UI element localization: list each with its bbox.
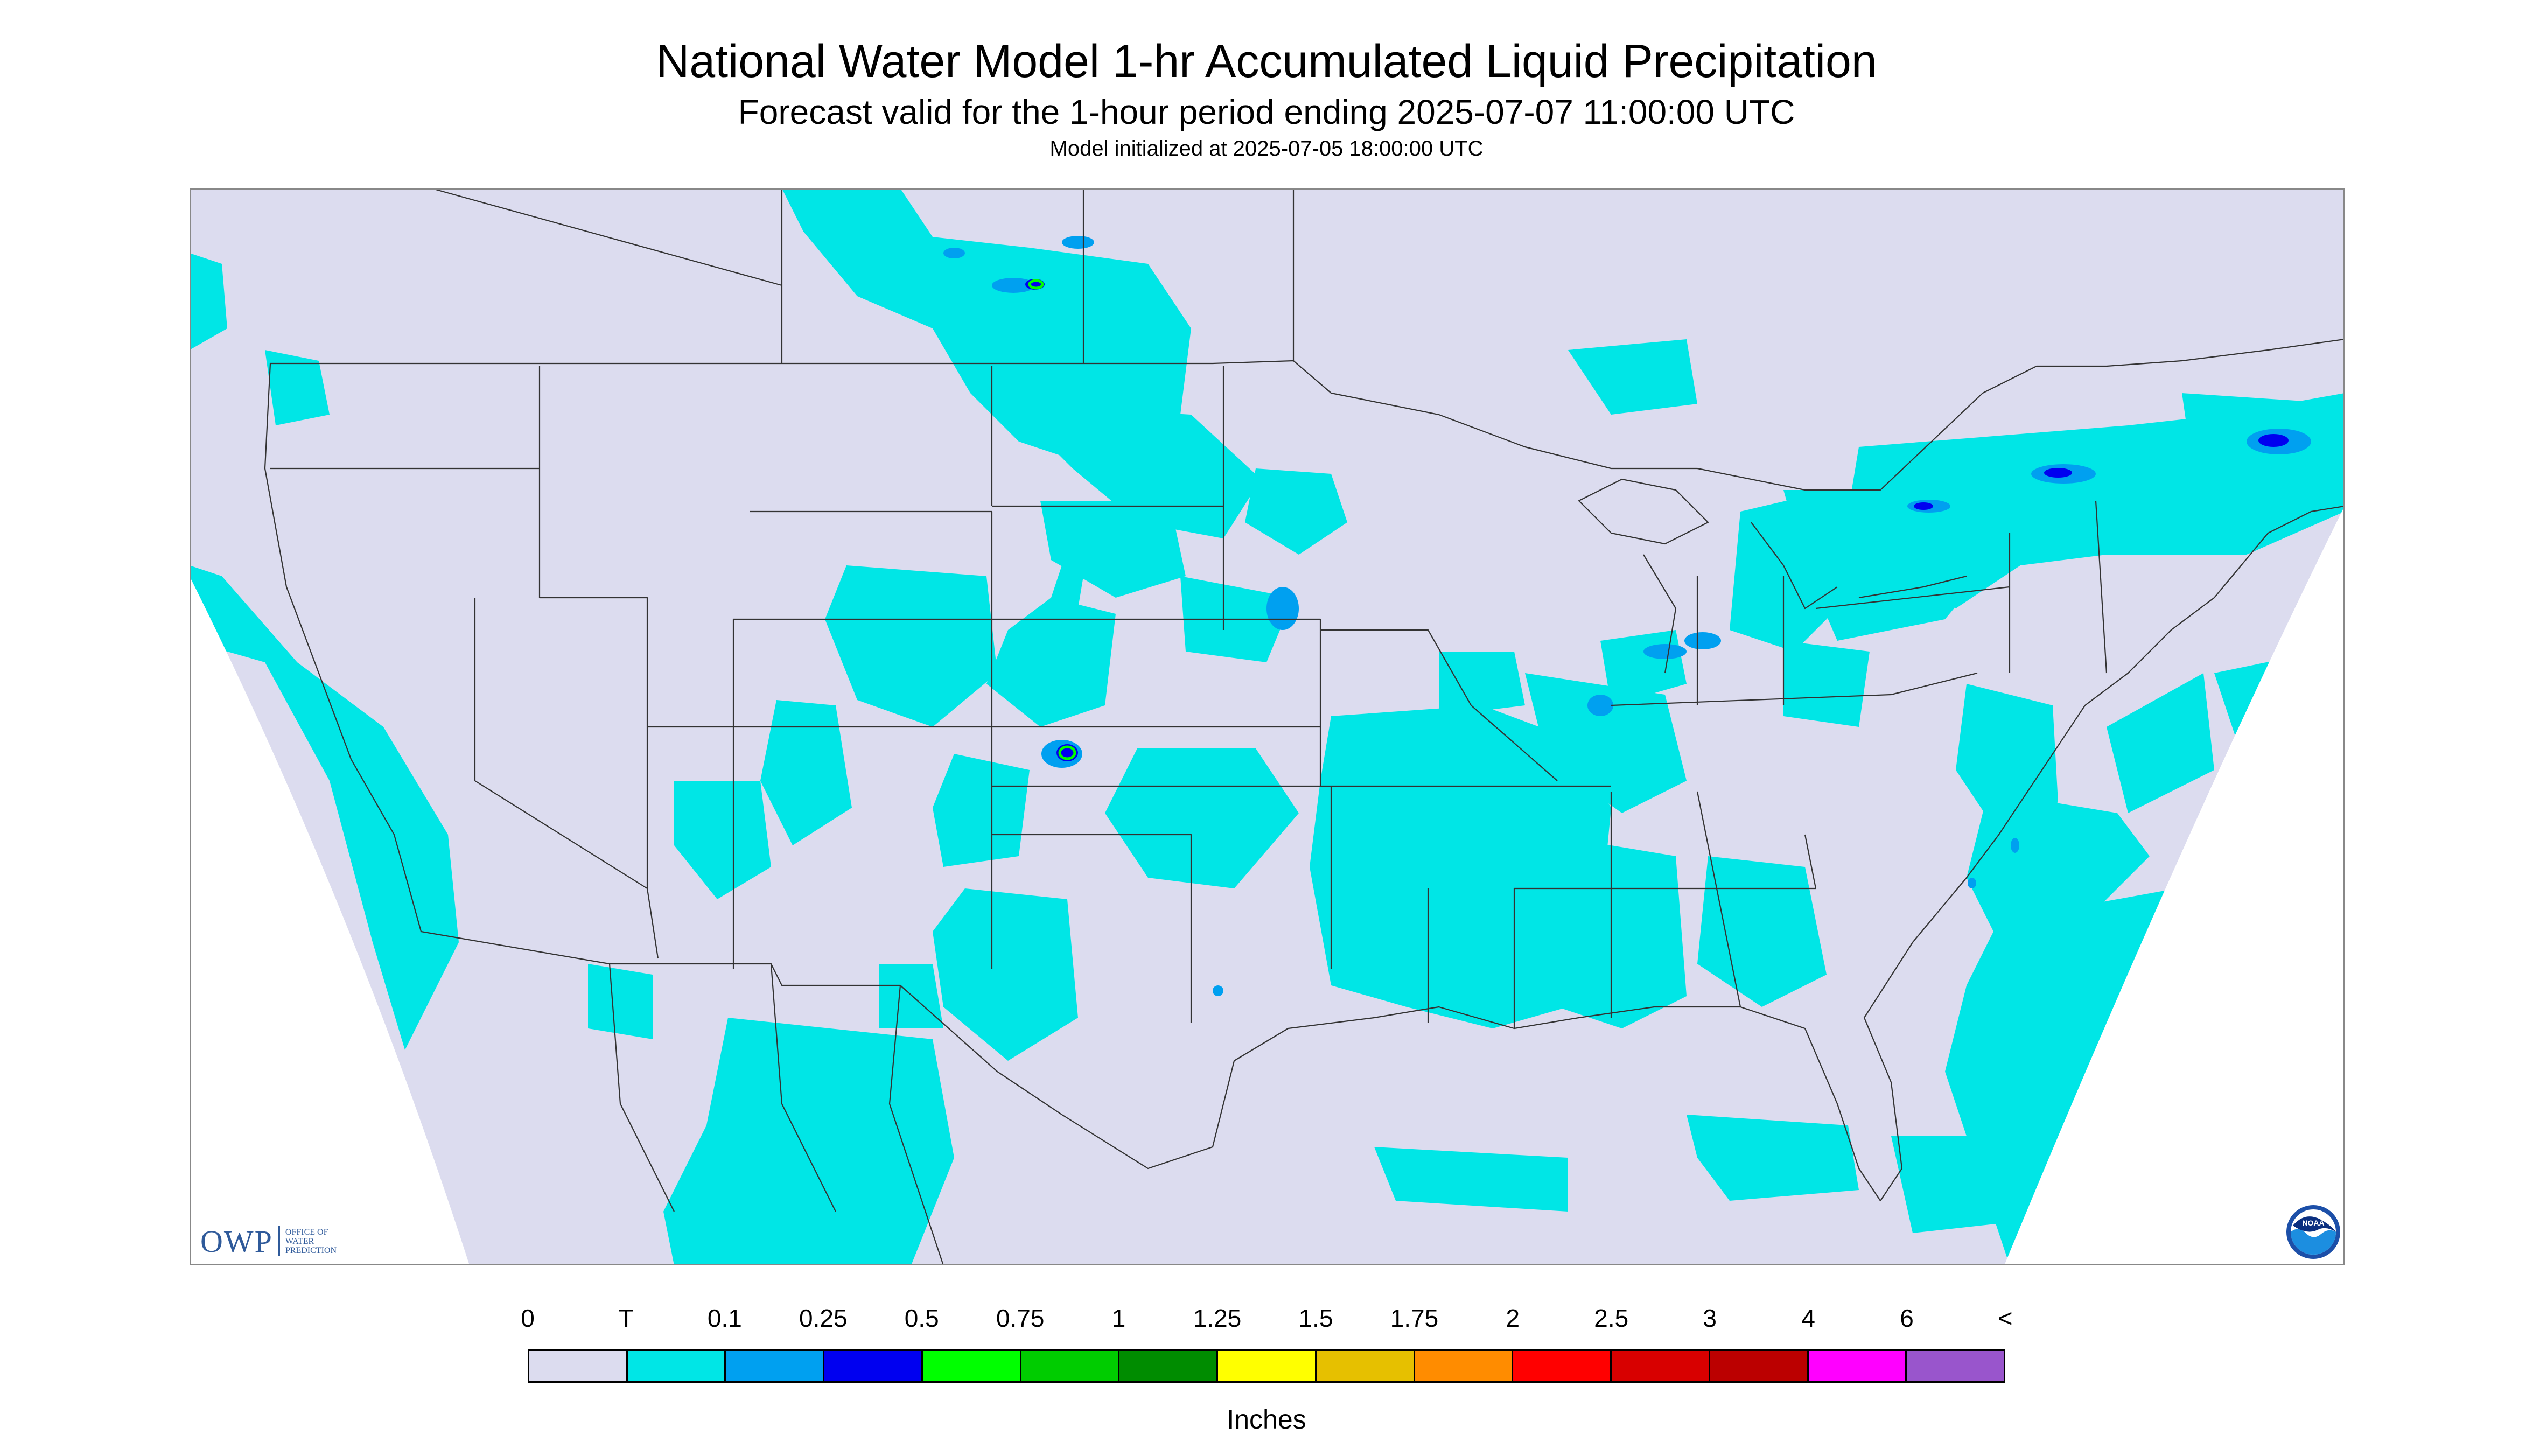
owp-logo-mark: OWP [200,1223,273,1259]
legend-tick-label: 0.75 [996,1304,1045,1332]
legend-units-label: Inches [1227,1404,1306,1434]
legend-color-box [627,1351,726,1381]
legend-tick-label: 6 [1900,1304,1914,1332]
state-lines-east [1331,500,2108,1028]
legend-color-box [824,1351,923,1381]
legend-tick-label: 3 [1703,1304,1717,1332]
legend-color-box [726,1351,825,1381]
owp-logo-icon: OWP OFFICE OF WATER PREDICTION [200,1222,337,1260]
us-canada-border [270,338,2345,491]
owp-logo-text: OFFICE OF WATER PREDICTION [285,1227,337,1255]
legend-color-box [1907,1351,2004,1381]
legend-tick-label: 0 [521,1304,535,1332]
state-lines-west [270,366,993,969]
legend-color-box [1710,1351,1809,1381]
map-title: National Water Model 1-hr Accumulated Li… [656,36,1877,87]
map-subtitle: Forecast valid for the 1-hour period end… [738,93,1795,131]
boundaries [264,188,2345,1265]
mexico-states [608,963,944,1265]
legend-tick-label: 2.5 [1594,1304,1629,1332]
legend-tick-label: 1.5 [1298,1304,1333,1332]
great-lakes [1578,478,1967,674]
legend-tick-label: T [618,1304,634,1332]
noaa-logo-icon: NOAA [2286,1205,2340,1259]
legend-tick-label: 0.25 [799,1304,848,1332]
map-frame [190,188,2345,1265]
legend-color-box [1218,1351,1317,1381]
legend-color-box [1119,1351,1219,1381]
gulf-coast [1212,505,2345,1202]
canada-province-lines [431,188,1295,363]
legend-color-box [1612,1351,1710,1381]
legend-color-box [1513,1351,1612,1381]
legend-color-box [1316,1351,1415,1381]
legend-tick-label: 1 [1111,1304,1126,1332]
legend-tick-label: < [1998,1304,2013,1332]
legend-tick-label: 4 [1801,1304,1815,1332]
legend-color-box [922,1351,1021,1381]
legend-color-box [1415,1351,1514,1381]
legend-color-box [1021,1351,1120,1381]
legend-tick-label: 2 [1506,1304,1520,1332]
precipitation-map [190,188,2345,1265]
precip-0.5-areas [1028,279,1076,760]
legend-color-bar [528,1349,2005,1383]
legend-tick-label: 0.5 [904,1304,939,1332]
legend-color-box [1808,1351,1907,1381]
legend-tick-label: 0.1 [707,1304,742,1332]
precip-trace-areas [190,188,2345,1265]
owp-logo-separator [278,1226,280,1256]
legend-tick-label: 1.75 [1390,1304,1439,1332]
noaa-logo-text: NOAA [2302,1219,2324,1227]
west-coast [264,363,422,932]
model-init-time: Model initialized at 2025-07-05 18:00:00… [1049,137,1484,160]
legend-tick-label: 1.25 [1193,1304,1242,1332]
legend-color-box [529,1351,628,1381]
